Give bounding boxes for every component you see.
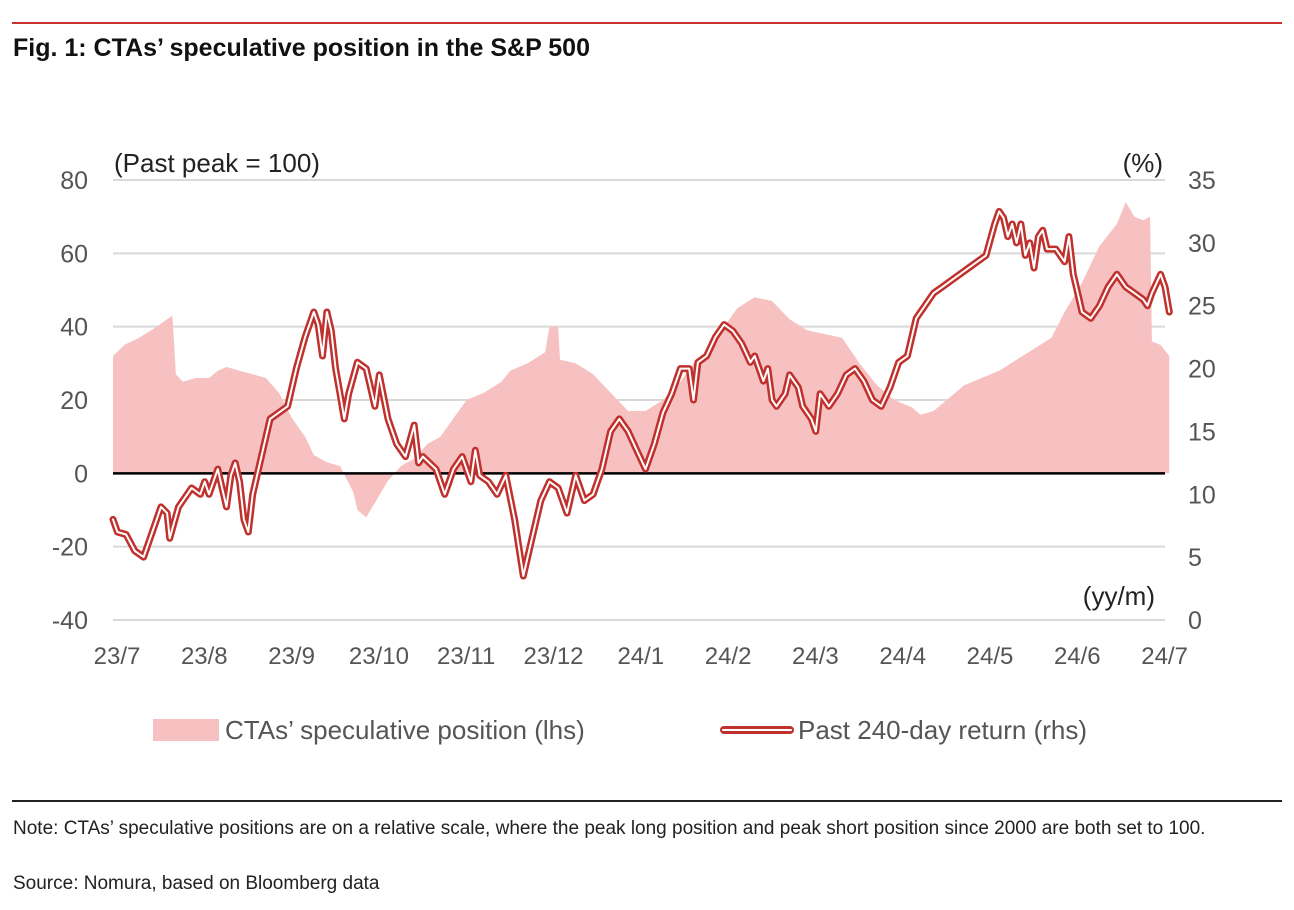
x-tick-label: 24/1 <box>617 643 664 670</box>
figure-source: Source: Nomura, based on Bloomberg data <box>13 873 380 894</box>
title-rule <box>12 22 1282 24</box>
x-tick-label: 23/9 <box>268 643 315 670</box>
x-tick-label: 23/11 <box>437 643 495 670</box>
x-tick-label: 23/7 <box>94 643 141 670</box>
x-tick-label: 23/8 <box>181 643 228 670</box>
x-tick-label: 24/5 <box>967 643 1014 670</box>
left-tick-label: -20 <box>52 534 88 562</box>
legend-label-area: CTAs’ speculative position (lhs) <box>225 714 585 745</box>
right-tick-label: 0 <box>1188 607 1202 635</box>
right-tick-label: 10 <box>1188 481 1216 509</box>
left-tick-label: 0 <box>74 460 88 488</box>
left-axis-unit-label: (Past peak = 100) <box>114 148 320 178</box>
left-tick-label: 20 <box>60 387 88 415</box>
x-tick-label: 24/2 <box>705 643 752 670</box>
legend-item-area: CTAs’ speculative position (lhs) <box>153 712 585 748</box>
right-axis-unit-label: (%) <box>1123 148 1163 178</box>
x-tick-label: 24/4 <box>879 643 926 670</box>
left-tick-label: 60 <box>60 240 88 268</box>
legend-swatch-area <box>153 719 219 741</box>
right-tick-label: 5 <box>1188 544 1202 572</box>
right-tick-label: 20 <box>1188 356 1216 384</box>
series-area-cta-position <box>113 202 1170 518</box>
figure-title: Fig. 1: CTAs’ speculative position in th… <box>13 34 590 62</box>
note-rule <box>12 800 1282 802</box>
x-tick-label: 24/7 <box>1141 643 1188 670</box>
figure-note: Note: CTAs’ speculative positions are on… <box>13 818 1206 839</box>
right-tick-label: 25 <box>1188 293 1216 321</box>
legend-swatch-line <box>720 726 794 734</box>
legend-item-line: Past 240-day return (rhs) <box>720 712 1087 748</box>
left-tick-label: -40 <box>52 607 88 635</box>
x-tick-label: 24/3 <box>792 643 839 670</box>
legend-label-line: Past 240-day return (rhs) <box>798 714 1088 745</box>
left-tick-label: 40 <box>60 314 88 342</box>
left-tick-label: 80 <box>60 167 88 195</box>
chart-canvas: 80 60 40 20 0 -20 -40 35 30 25 20 15 10 5 0 23/7 23/8 23/… <box>52 148 1216 670</box>
right-tick-label: 15 <box>1188 418 1216 446</box>
right-tick-label: 35 <box>1188 167 1216 195</box>
series-line-240day-return-inner <box>112 210 1171 577</box>
right-tick-label: 30 <box>1188 230 1216 258</box>
x-axis-unit-label: (yy/m) <box>1083 581 1155 611</box>
x-tick-label: 23/10 <box>349 643 409 670</box>
x-tick-label: 23/12 <box>523 643 583 670</box>
x-tick-label: 24/6 <box>1054 643 1101 670</box>
